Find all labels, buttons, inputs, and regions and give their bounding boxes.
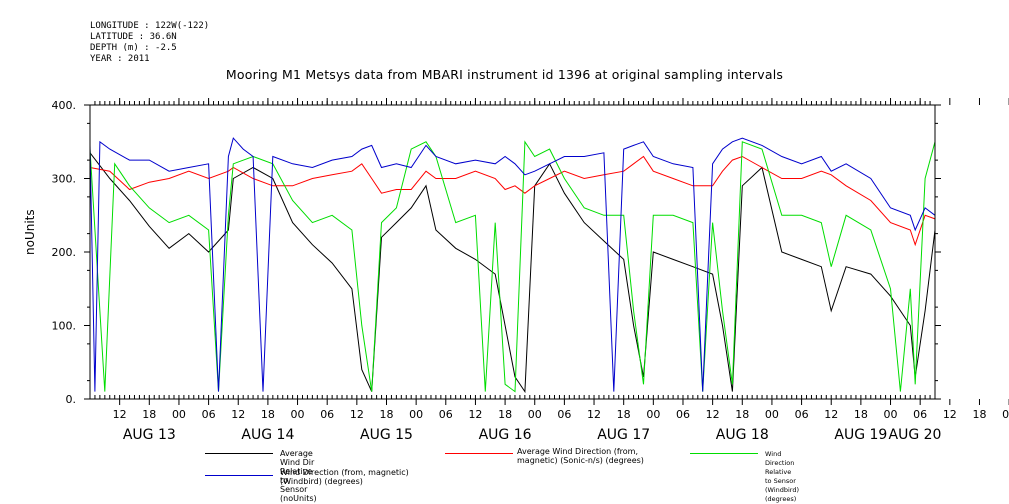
meta-latitude: LATITUDE : 36.6N — [90, 32, 177, 42]
x-tick-label-15: 06 — [557, 408, 571, 421]
x-tick-label-24: 12 — [824, 408, 838, 421]
x-tick-label-6: 00 — [291, 408, 305, 421]
series-line-2 — [89, 140, 936, 393]
x-day-label-0: AUG 13 — [123, 427, 176, 443]
x-tick-label-14: 00 — [528, 408, 542, 421]
x-tick-label-5: 18 — [261, 408, 275, 421]
legend-swatch-0 — [205, 453, 273, 454]
x-tick-label-20: 12 — [706, 408, 720, 421]
x-tick-label-26: 00 — [884, 408, 898, 421]
legend-swatch-2 — [690, 453, 758, 454]
legend-label-2: Wind Direction Relative to Sensor (Windb… — [765, 450, 800, 503]
x-tick-label-22: 00 — [765, 408, 779, 421]
x-tick-label-2: 00 — [172, 408, 186, 421]
x-tick-label-27: 06 — [913, 408, 927, 421]
x-day-label-2: AUG 15 — [360, 427, 413, 443]
x-tick-label-10: 00 — [409, 408, 423, 421]
x-tick-label-29: 18 — [972, 408, 986, 421]
legend-label-0: Average Wind Dir Relative to Sensor (noU… — [280, 449, 317, 503]
chart-title: Mooring M1 Metsys data from MBARI instru… — [225, 67, 784, 82]
metadata-block: LONGITUDE : 122W(-122) LATITUDE : 36.6N … — [90, 21, 209, 65]
legend-label-1: Average Wind Direction (from, magnetic) … — [517, 447, 644, 465]
y-tick-label-4: 400. — [52, 99, 77, 112]
x-tick-label-19: 06 — [676, 408, 690, 421]
x-tick-label-28: 12 — [943, 408, 957, 421]
x-tick-label-0: 12 — [113, 408, 127, 421]
x-tick-label-3: 06 — [202, 408, 216, 421]
series-line-3 — [89, 137, 936, 392]
x-day-label-5: AUG 18 — [716, 427, 769, 443]
x-day-label-6: AUG 19 — [834, 427, 887, 443]
x-tick-label-30: 00 — [1002, 408, 1009, 421]
legend-swatch-3 — [205, 475, 273, 476]
x-tick-label-1: 18 — [142, 408, 156, 421]
legend-swatch-1 — [445, 453, 513, 454]
x-tick-label-21: 18 — [735, 408, 749, 421]
y-tick-label-3: 300. — [52, 173, 77, 186]
x-tick-label-23: 06 — [795, 408, 809, 421]
y-tick-label-2: 200. — [52, 246, 77, 259]
x-day-label-4: AUG 17 — [597, 427, 650, 443]
x-day-label-3: AUG 16 — [479, 427, 532, 443]
x-tick-label-17: 18 — [617, 408, 631, 421]
meta-longitude: LONGITUDE : 122W(-122) — [90, 21, 210, 31]
y-tick-label-0: 0. — [66, 393, 77, 406]
x-tick-label-8: 12 — [350, 408, 364, 421]
x-day-label-7: AUG 20 — [889, 427, 942, 443]
x-tick-label-13: 18 — [498, 408, 512, 421]
x-tick-label-16: 12 — [587, 408, 601, 421]
x-tick-label-18: 00 — [646, 408, 660, 421]
x-tick-label-11: 06 — [439, 408, 453, 421]
x-tick-label-12: 12 — [468, 408, 482, 421]
x-day-label-1: AUG 14 — [241, 427, 294, 443]
y-tick-label-1: 100. — [52, 320, 77, 333]
x-tick-label-9: 18 — [379, 408, 393, 421]
x-tick-label-4: 12 — [231, 408, 245, 421]
series-line-1 — [89, 155, 936, 247]
legend-label-3: Wind Direction (from, magnetic) (Windbir… — [280, 468, 409, 486]
x-tick-label-7: 06 — [320, 408, 334, 421]
meta-depth: DEPTH (m) : -2.5 — [90, 43, 177, 53]
meta-year: YEAR : 2011 — [90, 54, 150, 64]
x-tick-label-25: 18 — [854, 408, 868, 421]
